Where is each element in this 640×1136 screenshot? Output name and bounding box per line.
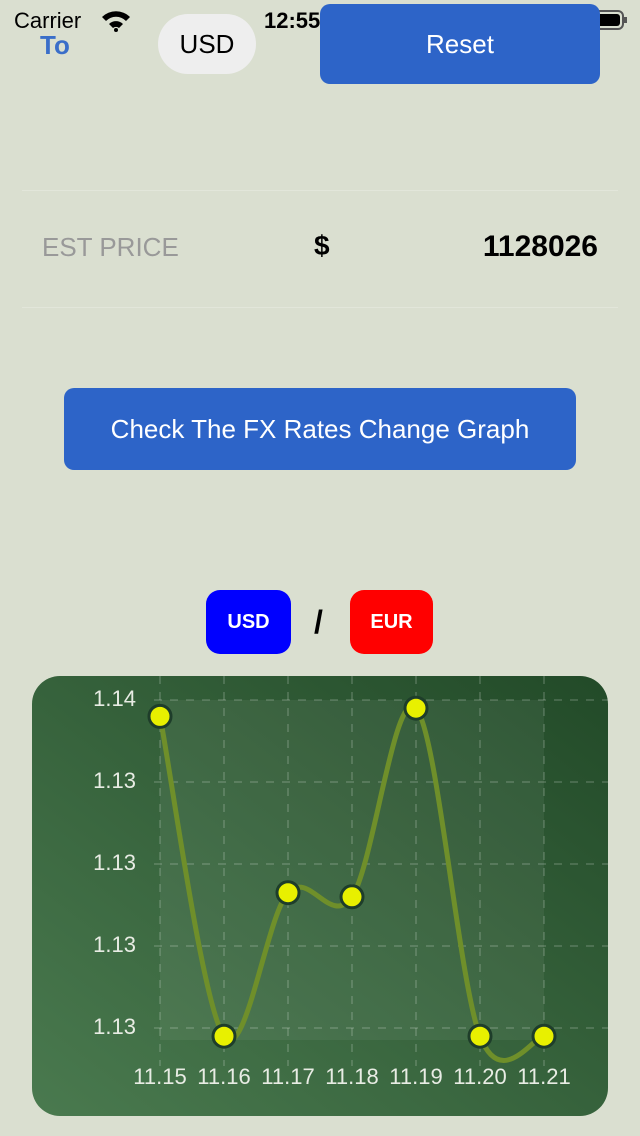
carrier: Carrier <box>14 8 82 33</box>
rate-point <box>275 880 301 906</box>
rate-point <box>211 1023 237 1049</box>
rate-point <box>339 884 365 910</box>
y-tick-label: 1.14 <box>93 686 136 711</box>
estimate-value: 1128026 <box>482 230 598 263</box>
y-tick-label: 1.13 <box>93 768 136 793</box>
currency-symbol: $ <box>314 230 330 261</box>
y-tick-label: 1.13 <box>93 932 136 957</box>
to-label: To <box>40 30 70 60</box>
x-tick-label: 11.16 <box>197 1064 250 1089</box>
currency-picker[interactable]: USD <box>158 14 256 74</box>
pair-separator: / <box>314 604 323 640</box>
base-currency[interactable]: USD <box>206 590 291 654</box>
fx-chart: 1.14 1.13 1.13 1.13 1.13 11.15 11.16 11.17 11.18… <box>32 676 608 1116</box>
rate-point <box>531 1023 557 1049</box>
x-tick-label: 11.20 <box>453 1064 506 1089</box>
reset-button[interactable]: Reset <box>320 4 600 84</box>
rate-point <box>147 703 173 729</box>
rate-point <box>467 1023 493 1049</box>
estimate-label: EST PRICE <box>42 232 179 262</box>
x-tick-label: 11.18 <box>325 1064 378 1089</box>
plot-area <box>160 700 544 1040</box>
y-tick-label: 1.13 <box>93 850 136 875</box>
estimate-row <box>22 190 618 308</box>
quote-currency[interactable]: EUR <box>350 590 433 654</box>
graph-button[interactable]: Check The FX Rates Change Graph <box>64 388 576 470</box>
x-tick-label: 11.17 <box>261 1064 314 1089</box>
wifi-icon <box>102 11 130 32</box>
y-tick-label: 1.13 <box>93 1014 136 1039</box>
rate-point <box>403 695 429 721</box>
x-tick-label: 11.19 <box>389 1064 442 1089</box>
x-tick-label: 11.15 <box>133 1064 186 1089</box>
x-tick-label: 11.21 <box>517 1064 570 1089</box>
